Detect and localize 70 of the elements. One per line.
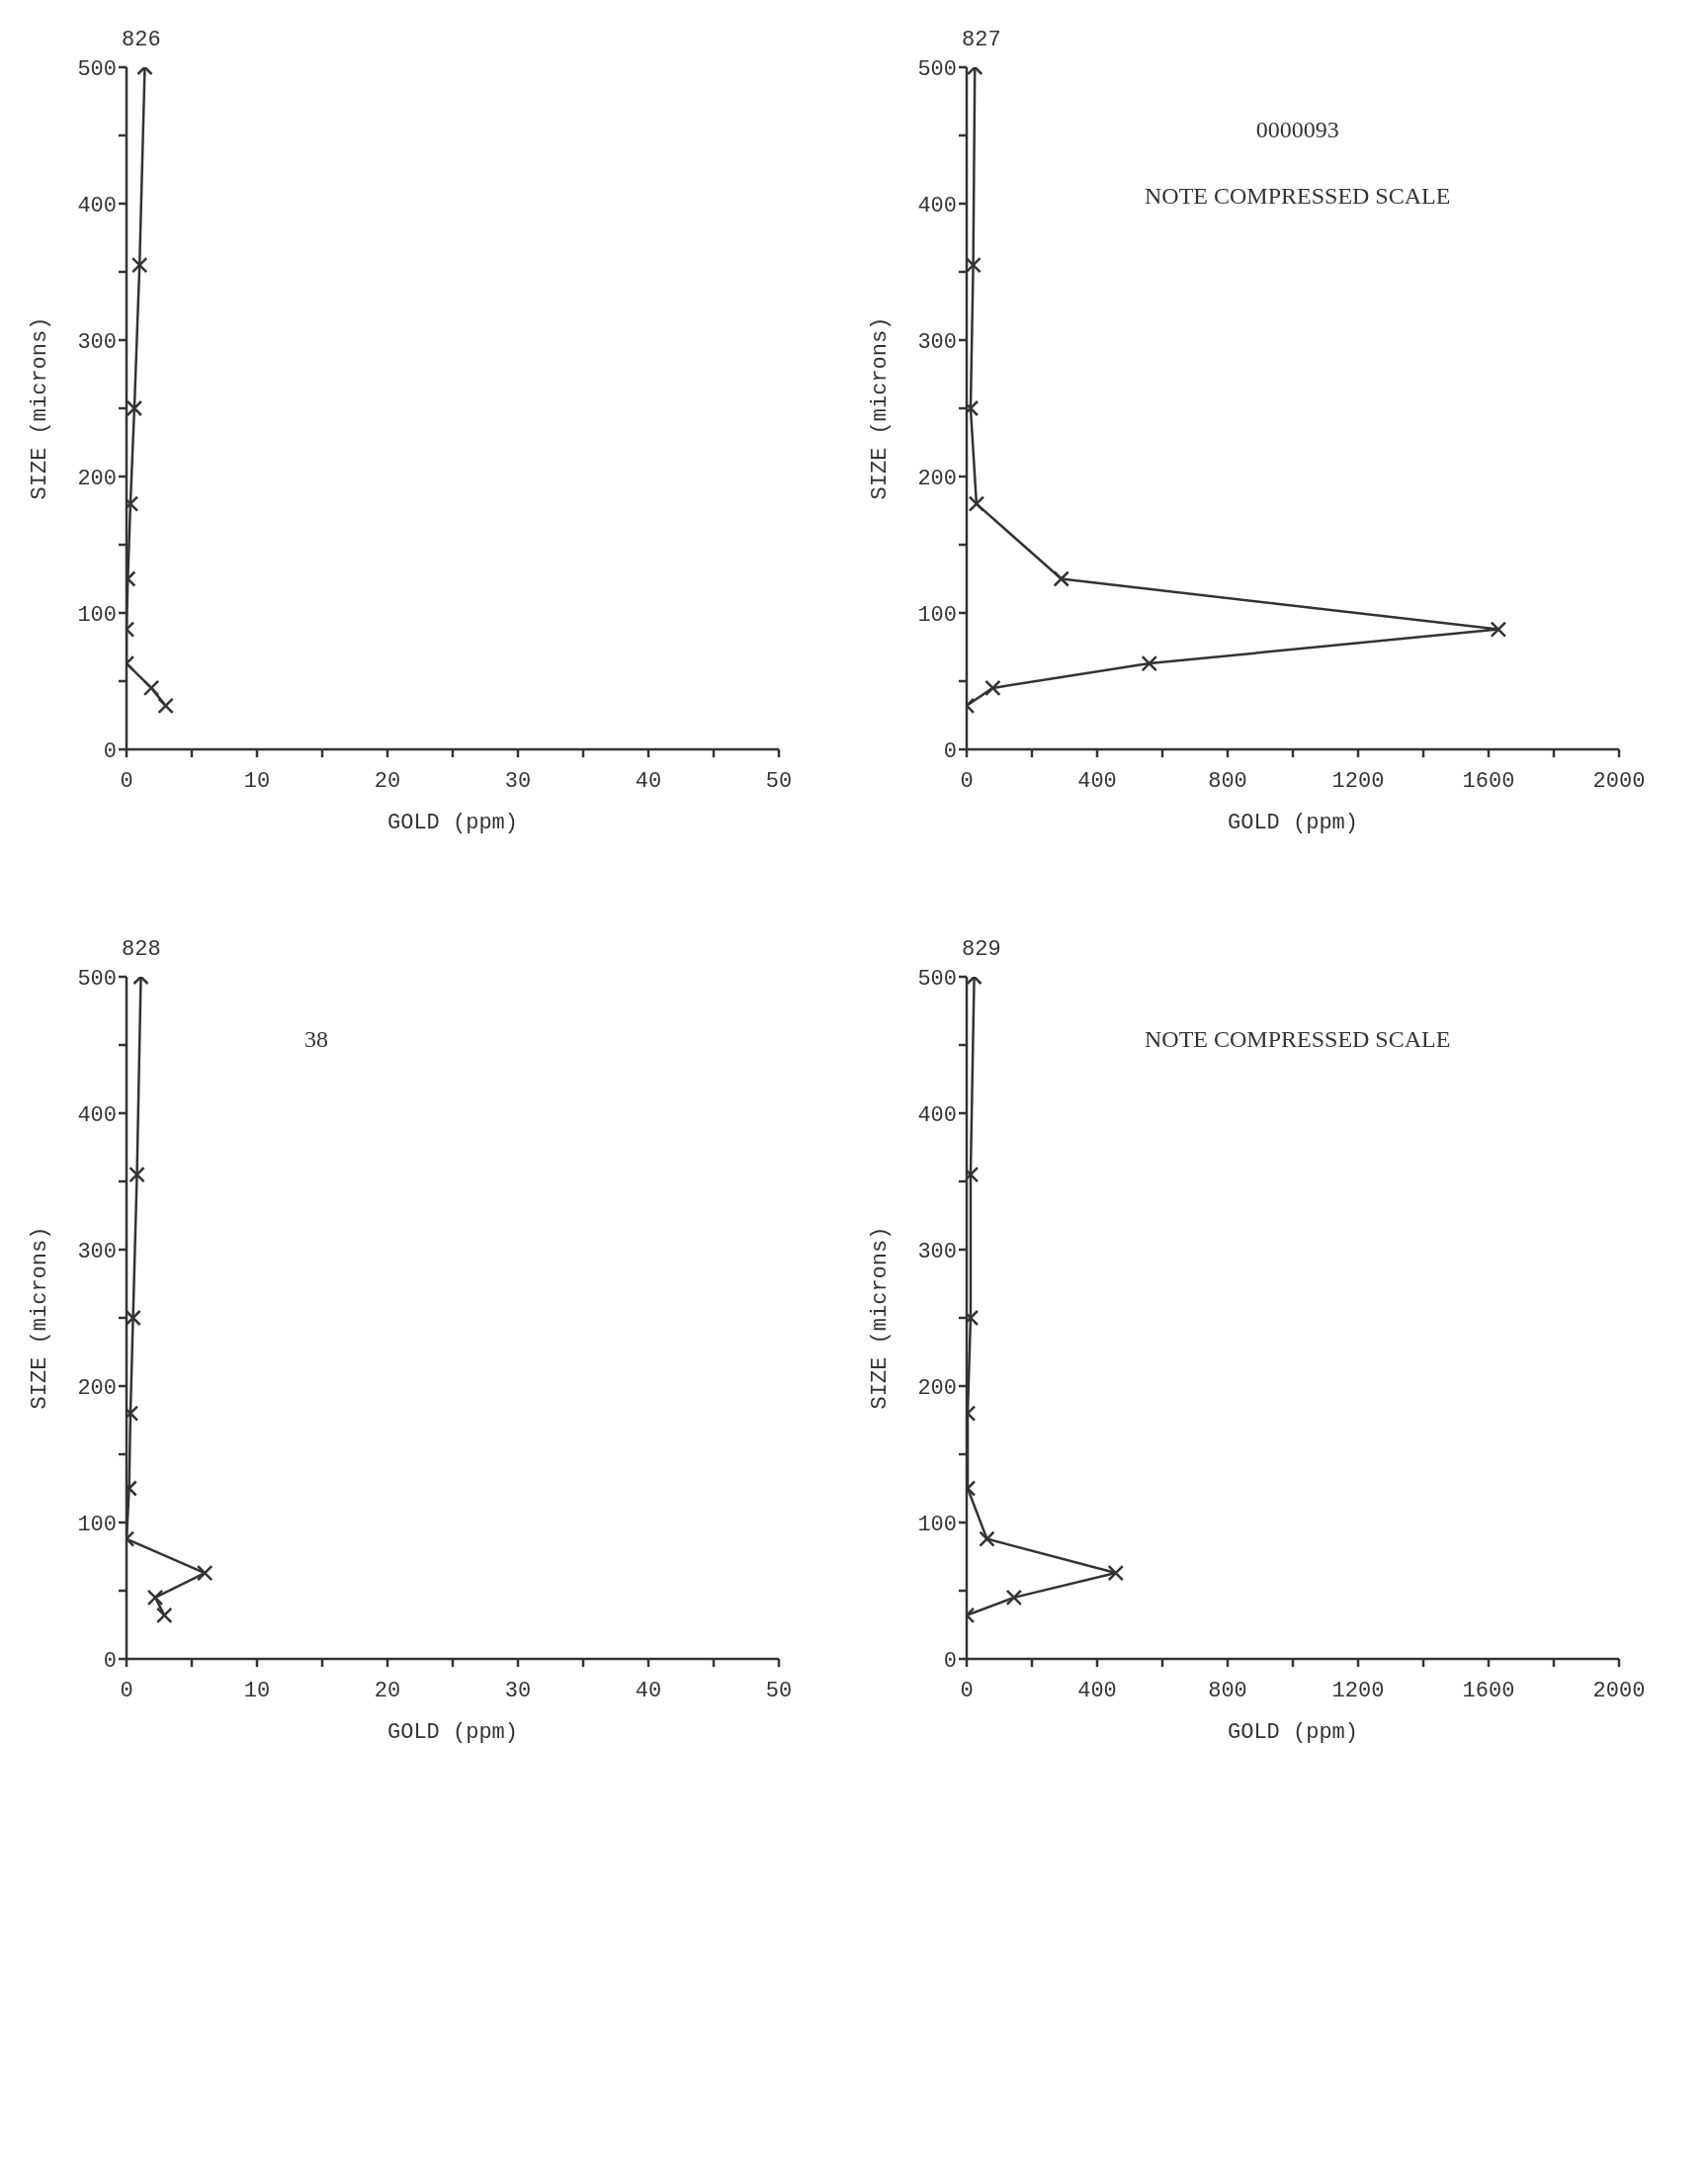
y-tick-label: 300 [77,1239,117,1264]
point [984,679,1001,697]
x-tick-label: 800 [1208,1678,1247,1703]
y-axis-title: SIZE (microns) [27,316,52,500]
x-tick-label: 400 [1077,768,1117,794]
y-tick-label: 100 [917,602,957,628]
x-tick-label: 0 [960,768,974,794]
chart-title: 829 [962,937,1001,962]
x-tick-label: 0 [960,1678,974,1703]
x-tick-label: 20 [374,768,401,794]
y-tick-label: 300 [917,329,957,355]
x-tick-label: 50 [765,1678,793,1703]
y-axis-title: SIZE (microns) [867,1226,893,1410]
y-tick-label: 200 [917,1375,957,1401]
y-tick-label: 100 [77,602,117,628]
y-axis-title: SIZE (microns) [27,1226,52,1410]
y-tick-label: 200 [917,466,957,491]
chart-title: 826 [122,28,161,52]
x-tick-label: 2000 [1592,1678,1646,1703]
x-tick-label: 40 [635,1678,662,1703]
annotation: 38 [304,1026,328,1053]
point [1053,570,1069,587]
x-tick-label: 400 [1077,1678,1117,1703]
y-tick-label: 500 [917,966,957,992]
x-axis-title: GOLD (ppm) [386,1720,519,1745]
annotation: 0000093 [1255,117,1339,143]
y-axis-title: SIZE (microns) [867,316,893,500]
annotation: NOTE COMPRESSED SCALE [1145,1026,1451,1053]
y-tick-label: 300 [917,1239,957,1264]
x-tick-label: 2000 [1592,768,1646,794]
x-tick-label: 10 [243,1678,271,1703]
x-tick-label: 1600 [1462,768,1515,794]
chart-title: 827 [962,28,1001,52]
y-tick-label: 0 [943,1648,957,1674]
y-tick-label: 500 [77,56,117,82]
x-tick-label: 800 [1208,768,1247,794]
x-axis-title: GOLD (ppm) [386,811,519,835]
y-tick-label: 200 [77,466,117,491]
point [1490,621,1507,638]
x-tick-label: 10 [243,768,271,794]
x-tick-label: 1200 [1331,768,1385,794]
annotation: NOTE COMPRESSED SCALE [1145,183,1451,210]
y-tick-label: 0 [943,739,957,764]
point [967,256,982,274]
x-tick-label: 0 [120,768,133,794]
x-axis-title: GOLD (ppm) [1227,811,1359,835]
x-tick-label: 0 [120,1678,133,1703]
y-tick-label: 400 [77,1102,117,1128]
chart-title: 828 [122,937,161,962]
point [1141,654,1158,672]
x-tick-label: 1200 [1331,1678,1385,1703]
y-tick-label: 400 [77,193,117,218]
x-tick-label: 1600 [1462,1678,1515,1703]
y-tick-label: 500 [917,56,957,82]
y-tick-label: 100 [917,1512,957,1537]
y-tick-label: 0 [103,1648,117,1674]
y-tick-label: 300 [77,329,117,355]
x-tick-label: 20 [374,1678,401,1703]
y-tick-label: 0 [103,739,117,764]
x-tick-label: 30 [504,768,532,794]
y-tick-label: 400 [917,193,957,218]
point [968,495,985,512]
y-tick-label: 100 [77,1512,117,1537]
x-tick-label: 50 [765,768,793,794]
x-tick-label: 40 [635,768,662,794]
y-tick-label: 400 [917,1102,957,1128]
x-tick-label: 30 [504,1678,532,1703]
y-tick-label: 500 [77,966,117,992]
y-tick-label: 200 [77,1375,117,1401]
x-axis-title: GOLD (ppm) [1227,1720,1359,1745]
